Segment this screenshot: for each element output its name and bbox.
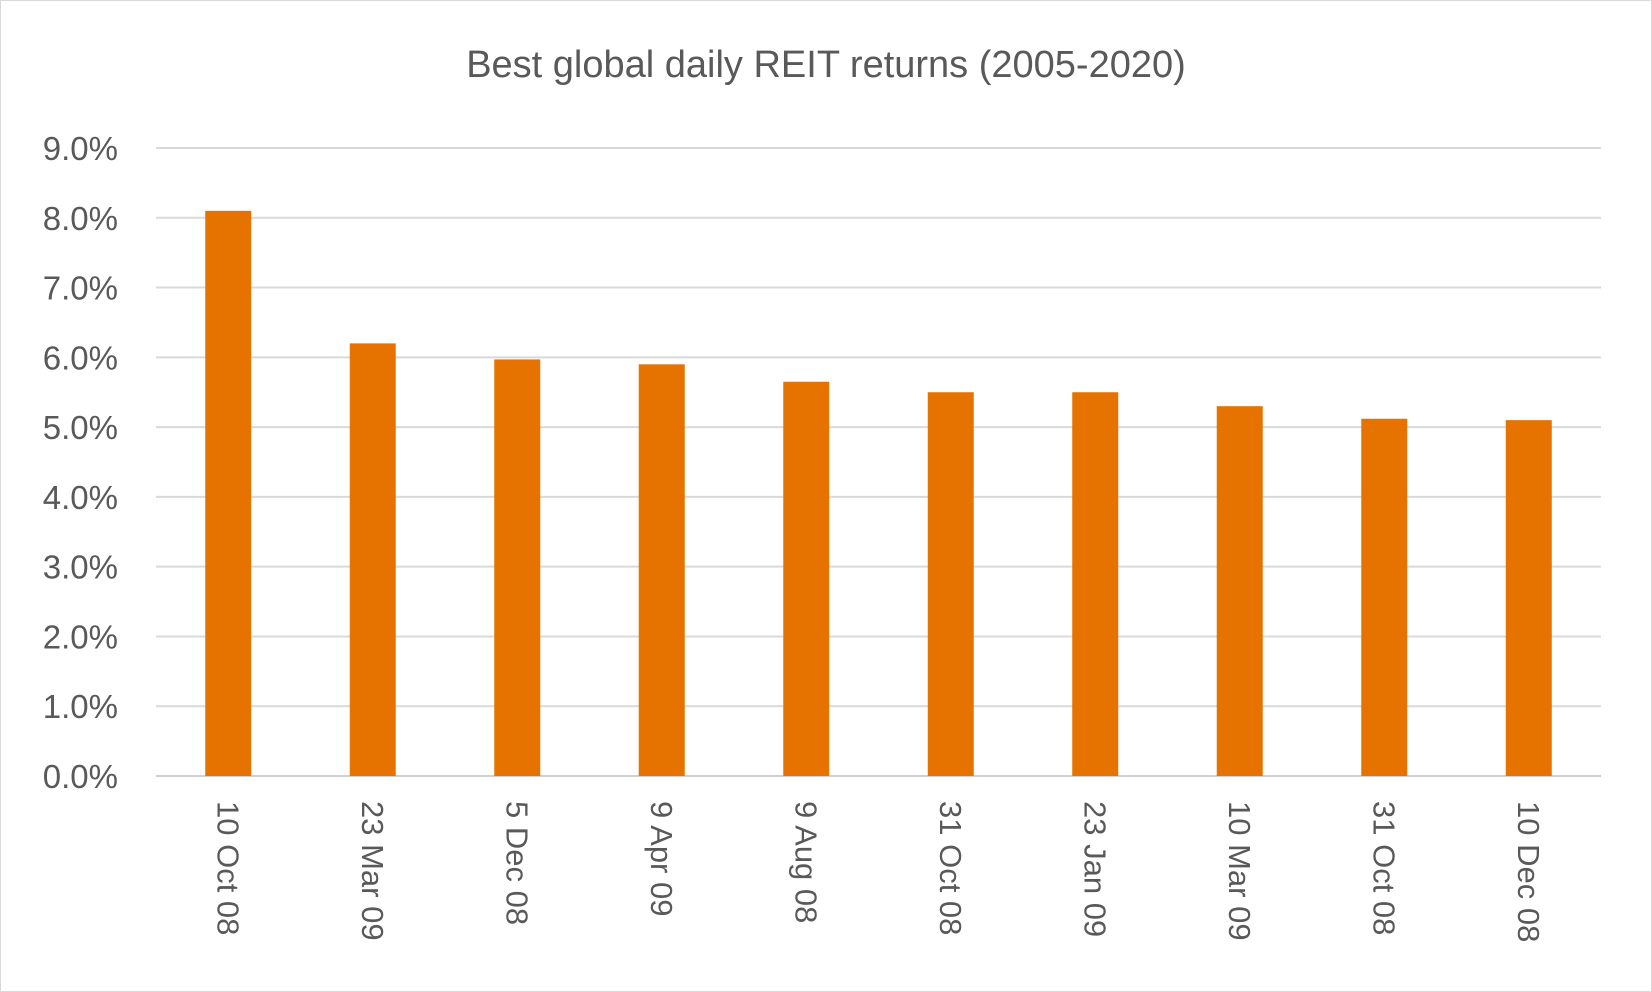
bar (205, 210, 252, 777)
y-tick-label: 9.0% (43, 130, 118, 167)
x-tick-label: 9 Aug 08 (788, 801, 823, 923)
bar (1505, 420, 1552, 776)
x-tick-label: 9 Apr 09 (644, 801, 679, 916)
x-tick-label: 31 Oct 08 (1366, 801, 1401, 935)
x-tick-label: 5 Dec 08 (499, 801, 534, 925)
y-tick-label: 8.0% (43, 200, 118, 237)
bar (783, 381, 830, 776)
bar (1216, 406, 1263, 776)
y-tick-label: 5.0% (43, 409, 118, 446)
x-tick-label: 23 Jan 09 (1077, 801, 1112, 937)
y-axis-ticks: 0.0% 1.0% 2.0% 3.0% 4.0% 5.0% 6.0% 7.0% 8.0% 9.0% (43, 130, 118, 795)
x-tick-label: 23 Mar 09 (355, 801, 390, 941)
y-tick-label: 3.0% (43, 549, 118, 586)
bar (1361, 418, 1408, 776)
bar (927, 392, 974, 776)
y-tick-label: 1.0% (43, 688, 118, 725)
y-tick-label: 6.0% (43, 339, 118, 376)
bar (494, 359, 541, 776)
x-tick-label: 10 Dec 08 (1511, 801, 1546, 942)
bar (1072, 392, 1119, 776)
bars (205, 210, 1552, 777)
x-tick-label: 31 Oct 08 (933, 801, 968, 935)
chart-title: Best global daily REIT returns (2005-202… (466, 44, 1186, 86)
bar (349, 343, 396, 776)
x-tick-label: 10 Mar 09 (1222, 801, 1257, 941)
y-tick-label: 0.0% (43, 758, 118, 795)
y-tick-label: 4.0% (43, 479, 118, 516)
y-tick-label: 7.0% (43, 270, 118, 307)
bar (638, 364, 685, 776)
y-tick-label: 2.0% (43, 618, 118, 655)
x-axis-ticks: 10 Oct 08 23 Mar 09 5 Dec 08 9 Apr 09 9 Aug … (210, 801, 1546, 942)
x-tick-label: 10 Oct 08 (210, 801, 245, 935)
gridlines (156, 147, 1601, 777)
